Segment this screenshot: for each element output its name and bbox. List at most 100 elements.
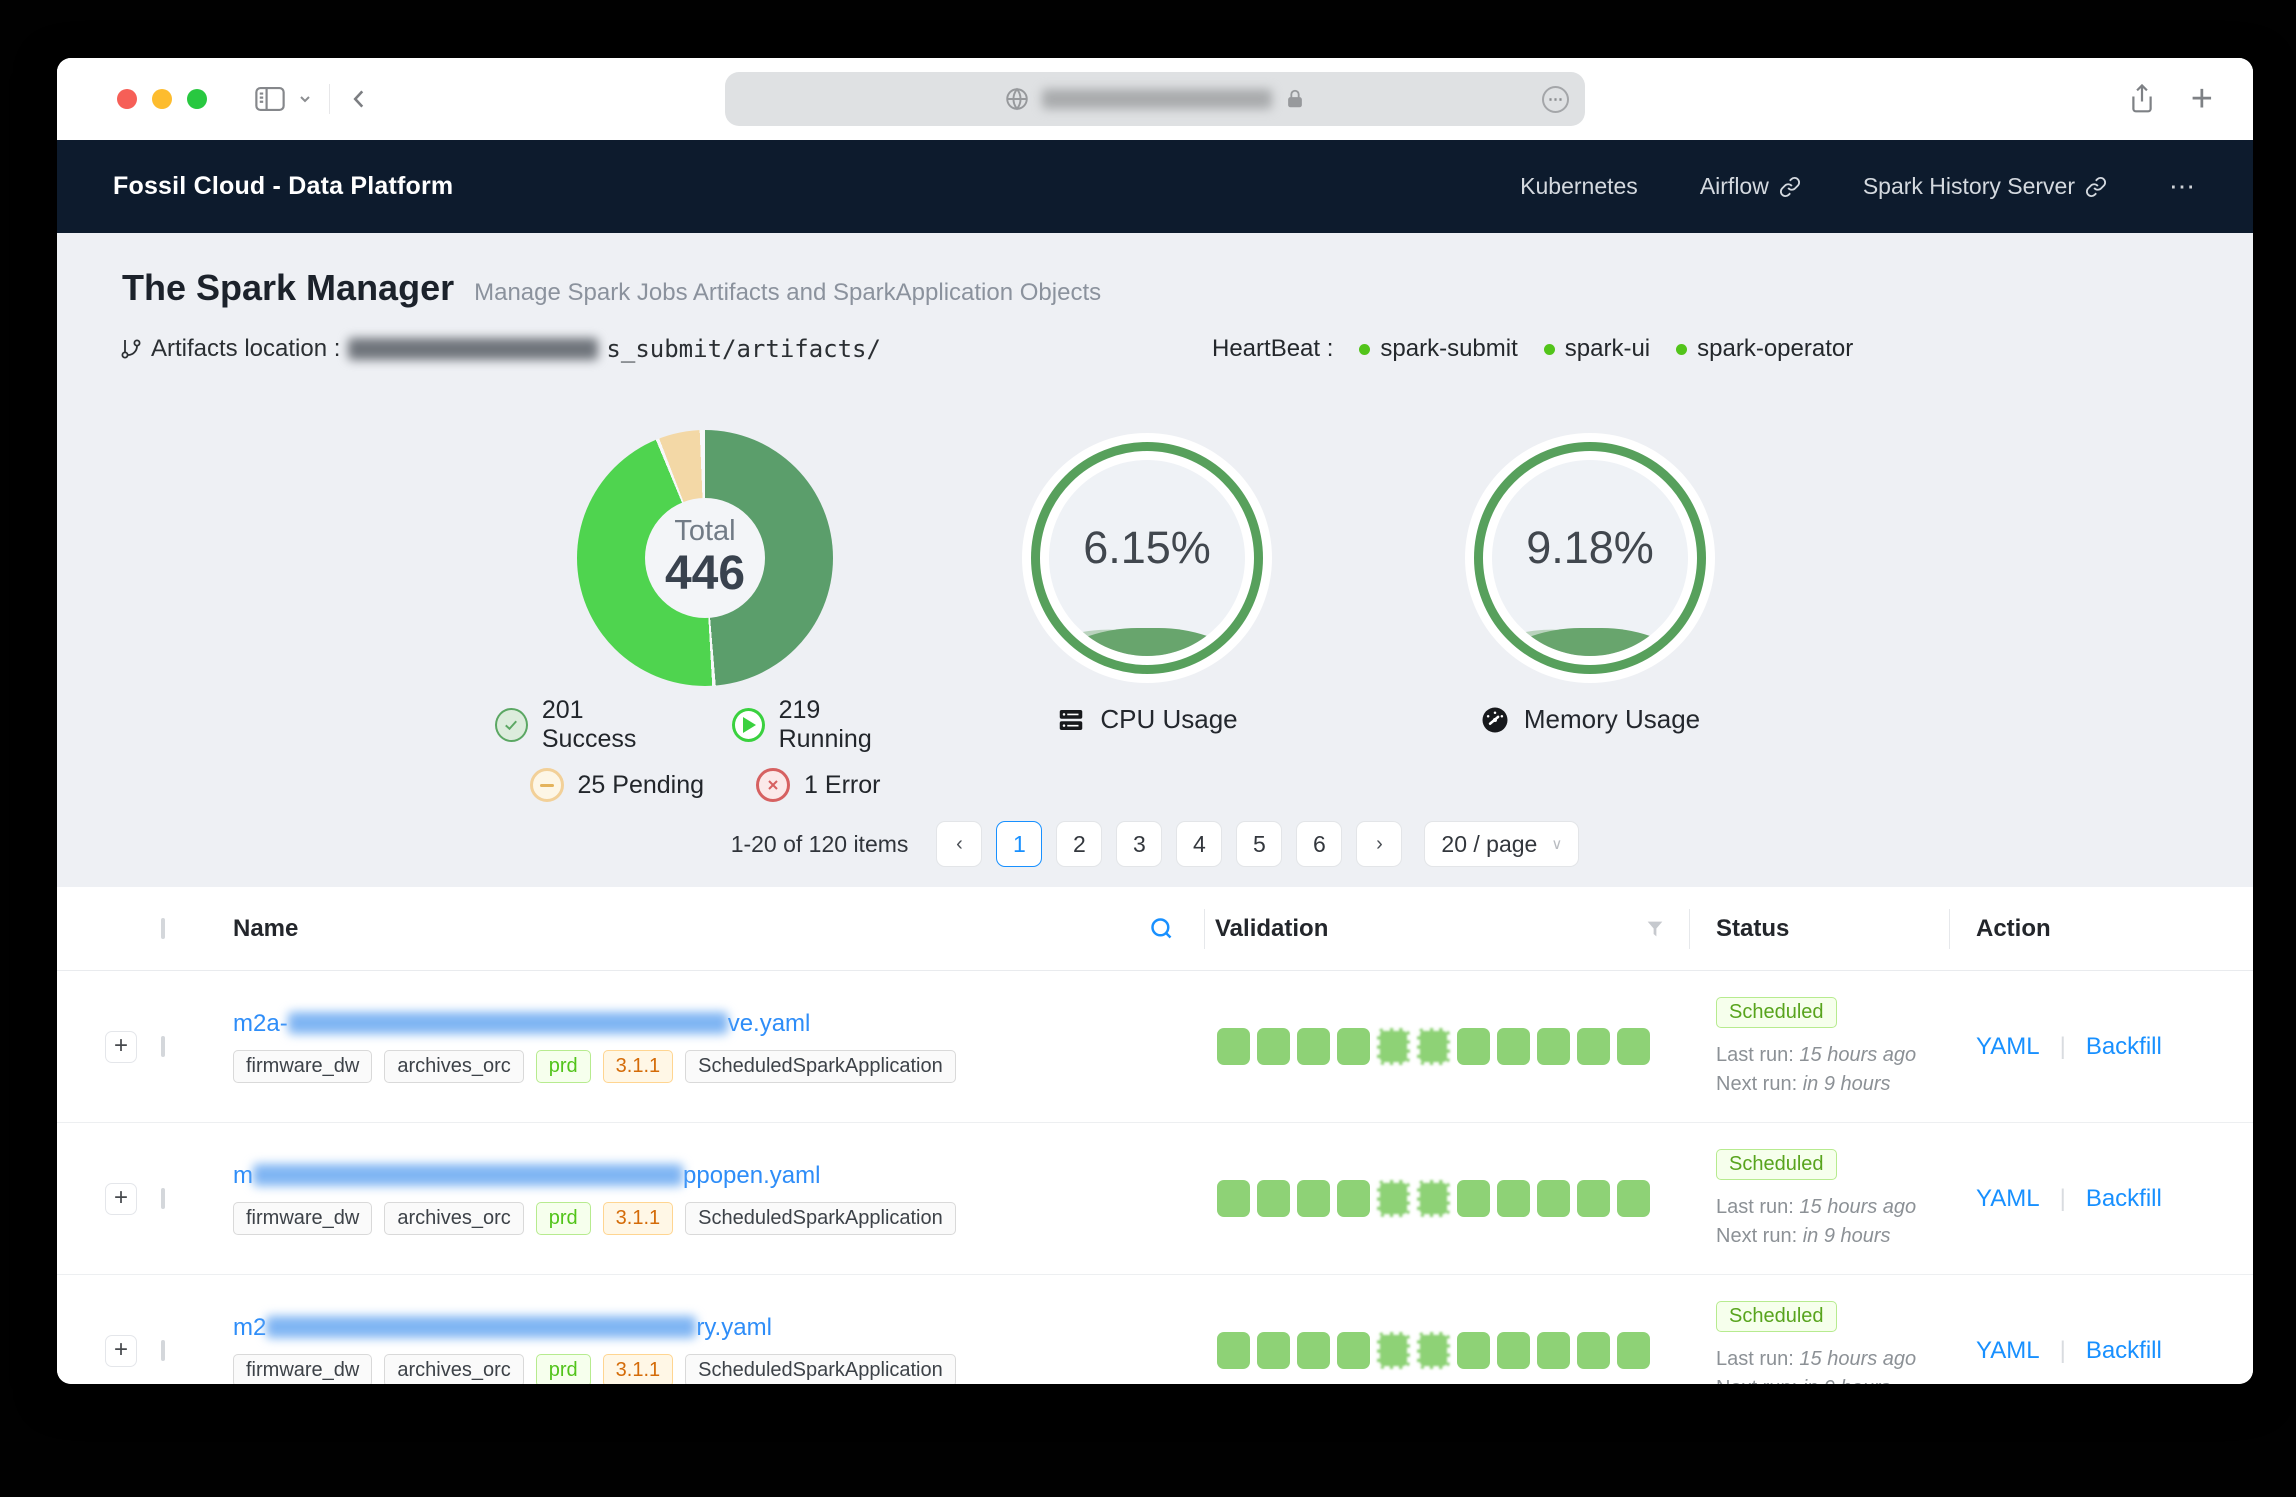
close-circle-icon bbox=[756, 768, 791, 802]
page-size-select[interactable]: 20 / page ∨ bbox=[1424, 821, 1580, 867]
page-more-icon[interactable]: ⋯ bbox=[1542, 86, 1569, 113]
validation-block bbox=[1297, 1028, 1330, 1065]
close-window-button[interactable] bbox=[117, 89, 137, 109]
new-tab-icon[interactable]: + bbox=[2190, 78, 2213, 120]
job-name-link[interactable]: m2a-ve.yaml bbox=[233, 1010, 811, 1037]
artifacts-path: s_submit/artifacts/ bbox=[606, 335, 881, 363]
status-badge: Scheduled bbox=[1716, 997, 1837, 1028]
pagination-page-6[interactable]: 6 bbox=[1296, 821, 1343, 867]
pagination-prev-button[interactable]: ‹ bbox=[936, 821, 983, 867]
column-header-name: Name bbox=[233, 914, 299, 942]
validation-block bbox=[1217, 1028, 1250, 1065]
name-redacted bbox=[287, 1012, 728, 1034]
tag-env: prd bbox=[535, 1354, 591, 1384]
validation-block bbox=[1337, 1180, 1370, 1217]
back-button-icon[interactable] bbox=[346, 86, 372, 112]
green-dot-icon bbox=[1676, 343, 1688, 355]
legend-running: 219 Running bbox=[731, 696, 915, 754]
nav-link-airflow[interactable]: Airflow bbox=[1700, 173, 1801, 200]
nav-link-kubernetes[interactable]: Kubernetes bbox=[1520, 173, 1638, 199]
validation-block bbox=[1577, 1028, 1610, 1065]
validation-block bbox=[1337, 1028, 1370, 1065]
expand-row-button[interactable]: + bbox=[105, 1334, 137, 1367]
nav-more-icon[interactable]: ⋯ bbox=[2169, 171, 2197, 201]
pagination-page-3[interactable]: 3 bbox=[1116, 821, 1163, 867]
validation-block bbox=[1457, 1180, 1490, 1217]
validation-block bbox=[1417, 1180, 1450, 1217]
filter-icon[interactable] bbox=[1644, 918, 1666, 940]
pagination-page-1[interactable]: 1 bbox=[996, 821, 1043, 867]
validation-block bbox=[1537, 1028, 1570, 1065]
action-divider: | bbox=[2059, 1032, 2066, 1060]
action-divider: | bbox=[2059, 1336, 2066, 1364]
yaml-link[interactable]: YAML bbox=[1976, 1032, 2040, 1060]
donut-center-label: Total bbox=[674, 515, 736, 547]
browser-toolbar: ⋯ + bbox=[57, 58, 2253, 140]
external-link-icon bbox=[2085, 176, 2107, 198]
server-icon bbox=[1056, 705, 1086, 735]
pagination-next-button[interactable]: › bbox=[1356, 821, 1403, 867]
tag-version: 3.1.1 bbox=[602, 1354, 674, 1384]
share-icon[interactable] bbox=[2127, 83, 2157, 115]
legend-error: 1 Error bbox=[756, 768, 880, 802]
tag-kind: ScheduledSparkApplication bbox=[685, 1202, 956, 1235]
app-brand: Fossil Cloud - Data Platform bbox=[113, 172, 454, 200]
tag-kind: ScheduledSparkApplication bbox=[685, 1050, 956, 1083]
artifacts-label: Artifacts location : bbox=[151, 335, 341, 362]
expand-row-button[interactable]: + bbox=[105, 1030, 137, 1063]
select-all-checkbox[interactable] bbox=[161, 917, 165, 939]
speedometer-icon bbox=[1480, 705, 1510, 735]
minimize-window-button[interactable] bbox=[152, 89, 172, 109]
yaml-link[interactable]: YAML bbox=[1976, 1336, 2040, 1364]
nav-link-spark-history-server[interactable]: Spark History Server bbox=[1863, 173, 2107, 200]
validation-block bbox=[1457, 1332, 1490, 1369]
validation-block bbox=[1217, 1180, 1250, 1217]
status-badge: Scheduled bbox=[1716, 1149, 1837, 1180]
validation-block bbox=[1497, 1332, 1530, 1369]
cpu-usage-gauge: 6.15% bbox=[1022, 433, 1272, 683]
backfill-link[interactable]: Backfill bbox=[2085, 1336, 2162, 1364]
zoom-window-button[interactable] bbox=[187, 89, 207, 109]
pagination-summary: 1-20 of 120 items bbox=[730, 830, 909, 857]
tag: firmware_dw bbox=[233, 1354, 373, 1384]
row-checkbox[interactable] bbox=[161, 1035, 165, 1057]
heartbeat-status: HeartBeat : spark-submit spark-ui spark-… bbox=[1212, 335, 1853, 363]
validation-block bbox=[1297, 1332, 1330, 1369]
tag-version: 3.1.1 bbox=[602, 1202, 674, 1235]
backfill-link[interactable]: Backfill bbox=[2085, 1184, 2162, 1212]
validation-block bbox=[1617, 1332, 1650, 1369]
heartbeat-spark-operator: spark-operator bbox=[1676, 335, 1853, 363]
backfill-link[interactable]: Backfill bbox=[2085, 1032, 2162, 1060]
artifacts-location: Artifacts location : s_submit/artifacts/ bbox=[119, 335, 2189, 363]
validation-block bbox=[1337, 1332, 1370, 1369]
job-name-link[interactable]: m2 ry.yaml bbox=[233, 1314, 772, 1341]
address-bar[interactable]: ⋯ bbox=[725, 72, 1585, 126]
tag-env: prd bbox=[535, 1202, 591, 1235]
sidebar-chevron-down-icon[interactable] bbox=[297, 91, 313, 107]
search-icon[interactable] bbox=[1148, 915, 1175, 942]
tag: firmware_dw bbox=[233, 1050, 373, 1083]
status-donut-chart: Total 446 bbox=[577, 430, 833, 686]
validation-block bbox=[1297, 1180, 1330, 1217]
row-checkbox[interactable] bbox=[161, 1187, 165, 1209]
validation-block bbox=[1577, 1332, 1610, 1369]
sidebar-toggle-icon[interactable] bbox=[253, 84, 287, 114]
heartbeat-spark-ui: spark-ui bbox=[1543, 335, 1650, 363]
pagination: 1-20 of 120 items ‹ 1 2 3 4 5 6 › 20 / p… bbox=[57, 821, 2253, 867]
donut-legend: 201 Success 219 Running 25 Pending 1 Err… bbox=[495, 696, 915, 802]
pagination-page-5[interactable]: 5 bbox=[1236, 821, 1283, 867]
globe-icon bbox=[1004, 86, 1030, 112]
pagination-page-2[interactable]: 2 bbox=[1056, 821, 1103, 867]
yaml-link[interactable]: YAML bbox=[1976, 1184, 2040, 1212]
lock-icon bbox=[1284, 87, 1306, 111]
row-checkbox[interactable] bbox=[161, 1339, 165, 1361]
validation-block bbox=[1537, 1332, 1570, 1369]
browser-window: ⋯ + Fossil Cloud - Data Platform Kuberne… bbox=[57, 58, 2253, 1384]
job-name-link[interactable]: m ppopen.yaml bbox=[233, 1162, 821, 1189]
dashboard-hero: The Spark Manager Manage Spark Jobs Arti… bbox=[57, 233, 2253, 887]
status-cell: Scheduled Last run: 15 hours ago Next ru… bbox=[1690, 1301, 1950, 1384]
expand-row-button[interactable]: + bbox=[105, 1182, 137, 1215]
legend-pending: 25 Pending bbox=[529, 768, 704, 802]
status-badge: Scheduled bbox=[1716, 1301, 1837, 1332]
pagination-page-4[interactable]: 4 bbox=[1176, 821, 1223, 867]
